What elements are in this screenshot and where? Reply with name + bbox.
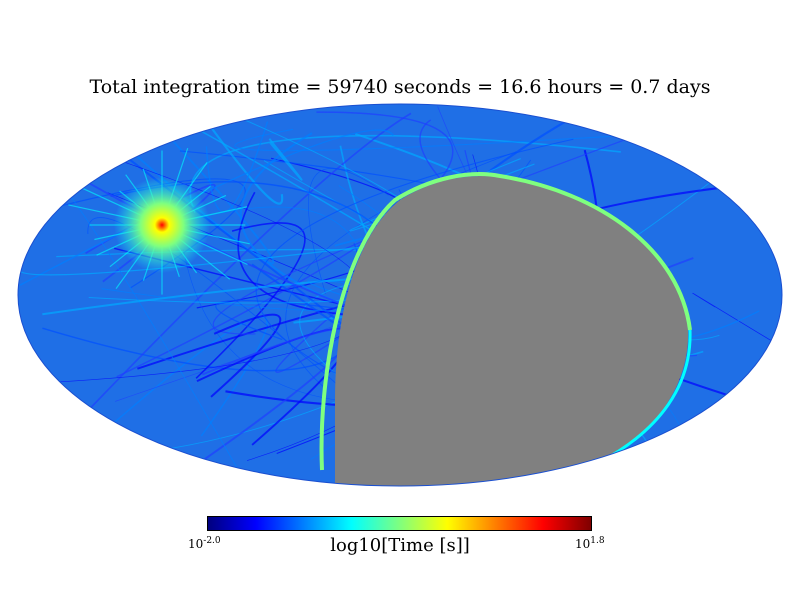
unobserved-region (335, 176, 689, 486)
colorbar-min-label: 10-2.0 (188, 536, 221, 551)
scan-streak (234, 128, 690, 152)
colorbar (207, 516, 592, 531)
scan-streak (308, 168, 389, 294)
boundary-edge-bottom (599, 329, 692, 464)
scan-streak (195, 222, 306, 379)
colorbar-max-label: 101.8 (575, 536, 605, 551)
chart-title: Total integration time = 59740 seconds =… (89, 76, 711, 98)
scan-streak (19, 129, 395, 286)
scan-streak (692, 292, 773, 342)
colorbar-label: log10[Time [s]] (330, 535, 470, 556)
integration-hotspot (114, 177, 210, 273)
scan-streak (35, 112, 412, 466)
boundary-edge (319, 172, 692, 471)
scan-streak (210, 313, 282, 398)
scan-streak (268, 138, 303, 181)
map-outline (17, 103, 783, 487)
